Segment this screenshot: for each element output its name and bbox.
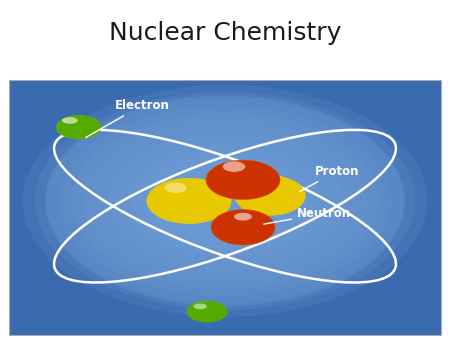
Ellipse shape: [234, 213, 252, 221]
Ellipse shape: [194, 304, 207, 309]
Ellipse shape: [147, 178, 231, 224]
Ellipse shape: [45, 95, 405, 306]
Ellipse shape: [144, 154, 306, 247]
Ellipse shape: [211, 210, 275, 245]
Ellipse shape: [223, 161, 245, 172]
Text: Nuclear Chemistry: Nuclear Chemistry: [109, 21, 341, 46]
Ellipse shape: [35, 92, 415, 310]
Ellipse shape: [164, 183, 187, 193]
Ellipse shape: [59, 106, 391, 296]
Ellipse shape: [56, 115, 101, 139]
Ellipse shape: [234, 176, 306, 215]
Ellipse shape: [132, 148, 318, 254]
Ellipse shape: [206, 160, 280, 199]
Ellipse shape: [62, 117, 77, 124]
Text: Proton: Proton: [299, 165, 360, 192]
Ellipse shape: [95, 127, 355, 275]
Ellipse shape: [108, 134, 342, 268]
Ellipse shape: [83, 120, 367, 282]
Ellipse shape: [47, 99, 403, 303]
Ellipse shape: [156, 162, 294, 240]
Ellipse shape: [22, 85, 427, 317]
Text: Electron: Electron: [86, 99, 170, 138]
Ellipse shape: [187, 301, 227, 322]
Ellipse shape: [71, 113, 379, 289]
Text: Neutron: Neutron: [264, 207, 351, 224]
Ellipse shape: [120, 141, 330, 261]
